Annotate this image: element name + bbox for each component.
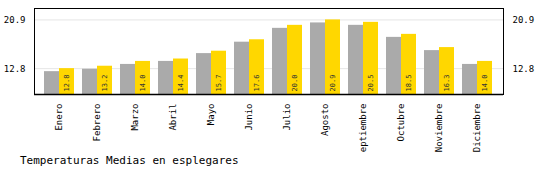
svg-text:20.0: 20.0 <box>291 75 299 92</box>
svg-text:16.3: 16.3 <box>443 75 451 92</box>
svg-text:Agosto: Agosto <box>320 104 330 137</box>
svg-text:14.4: 14.4 <box>177 75 185 92</box>
svg-text:Octubre: Octubre <box>396 104 406 142</box>
svg-text:20.9: 20.9 <box>4 15 26 25</box>
svg-text:Marzo: Marzo <box>130 104 140 131</box>
svg-text:14.0: 14.0 <box>139 75 147 92</box>
svg-text:Mayo: Mayo <box>206 104 216 126</box>
svg-text:15.7: 15.7 <box>215 75 223 92</box>
svg-text:Abril: Abril <box>168 104 178 131</box>
svg-text:Septiembre: Septiembre <box>358 104 368 153</box>
svg-text:12.8: 12.8 <box>4 64 26 74</box>
svg-text:18.5: 18.5 <box>405 75 413 92</box>
svg-text:13.2: 13.2 <box>101 75 109 92</box>
svg-text:Diciembre: Diciembre <box>472 104 482 153</box>
svg-text:20.9: 20.9 <box>513 15 535 25</box>
svg-text:Noviembre: Noviembre <box>434 104 444 153</box>
svg-text:12.8: 12.8 <box>513 64 535 74</box>
svg-text:Enero: Enero <box>54 104 64 131</box>
svg-text:14.0: 14.0 <box>481 75 489 92</box>
html-text:Temperaturas Medias en esplega: Temperaturas Medias en esplegares <box>20 154 239 167</box>
svg-text:Julio: Julio <box>282 104 292 131</box>
svg-text:20.9: 20.9 <box>329 75 337 92</box>
svg-text:20.5: 20.5 <box>367 75 375 92</box>
svg-text:17.6: 17.6 <box>253 75 261 92</box>
svg-text:12.8: 12.8 <box>63 75 71 92</box>
svg-text:Junio: Junio <box>244 104 254 131</box>
svg-text:Febrero: Febrero <box>92 104 102 142</box>
